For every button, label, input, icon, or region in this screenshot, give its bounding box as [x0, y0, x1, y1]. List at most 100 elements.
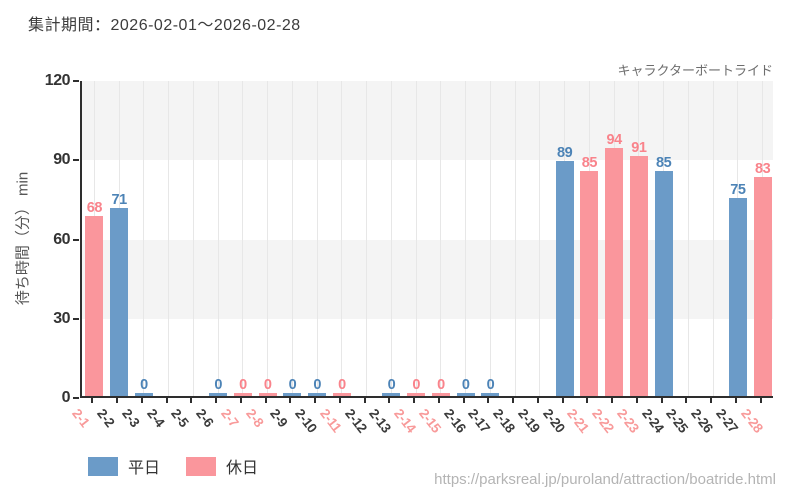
- x-tick-mark-2-21: [586, 398, 589, 403]
- y-tick-mark-90: [73, 159, 79, 162]
- x-tick-label-2-23: 2-23: [614, 406, 642, 436]
- x-tick-label-2-17: 2-17: [465, 406, 494, 436]
- bar-value-2-10: 0: [313, 377, 321, 393]
- bar-value-2-15: 0: [437, 377, 445, 393]
- bar-2-8: [258, 393, 277, 396]
- x-tick-mark-2-18: [512, 398, 515, 403]
- bar-2-7: [233, 393, 252, 396]
- gridline-2-9: [291, 81, 293, 396]
- attraction-name-label: キャラクターボートライド: [617, 63, 773, 78]
- x-tick-mark-2-2: [116, 398, 119, 403]
- aggregation-period-title: 集計期間：2026-02-01～2026-02-28: [28, 17, 301, 34]
- gridline-2-11: [341, 81, 343, 396]
- bar-2-20: [555, 160, 574, 396]
- x-tick-label-2-2: 2-2: [94, 406, 118, 430]
- bar-2-10: [308, 393, 327, 396]
- x-tick-mark-2-6: [215, 398, 218, 403]
- x-tick-mark-2-23: [635, 398, 638, 403]
- bar-2-11: [332, 393, 351, 396]
- x-tick-mark-2-5: [190, 398, 193, 403]
- bar-2-28: [753, 176, 772, 396]
- x-tick-label-2-16: 2-16: [440, 406, 469, 436]
- bar-2-21: [580, 171, 599, 396]
- x-tick-label-2-9: 2-9: [267, 406, 291, 430]
- gridline-2-4: [168, 81, 170, 396]
- weekday-color-swatch: [88, 456, 118, 476]
- bar-2-2: [110, 208, 129, 396]
- x-tick-mark-2-26: [710, 398, 713, 403]
- bar-2-9: [283, 393, 302, 396]
- y-tick-label-0: 0: [61, 389, 71, 406]
- x-tick-label-2-26: 2-26: [688, 406, 717, 436]
- gridline-2-19: [539, 81, 541, 396]
- gridline-2-8: [267, 81, 269, 396]
- x-tick-label-2-1: 2-1: [69, 406, 93, 430]
- bar-2-27: [728, 197, 747, 396]
- x-tick-label-2-25: 2-25: [663, 406, 692, 436]
- bar-value-2-23: 91: [631, 139, 647, 156]
- x-tick-label-2-10: 2-10: [292, 406, 321, 436]
- x-tick-label-2-15: 2-15: [416, 406, 444, 436]
- gridline-2-25: [687, 81, 689, 396]
- x-tick-mark-2-1: [91, 398, 94, 403]
- x-tick-label-2-14: 2-14: [391, 406, 420, 436]
- gridline-2-7: [242, 81, 244, 396]
- legend-label-holiday: 休日: [226, 460, 259, 477]
- legend-item-holiday: 休日: [186, 454, 258, 478]
- x-tick-mark-2-14: [413, 398, 416, 403]
- x-tick-label-2-8: 2-8: [242, 406, 267, 430]
- source-url: https://parksreal.jp/puroland/attraction…: [434, 471, 776, 488]
- x-tick-mark-2-22: [611, 398, 614, 403]
- x-tick-mark-2-24: [660, 398, 663, 403]
- x-tick-label-2-19: 2-19: [515, 406, 543, 436]
- bar-value-2-13: 0: [387, 377, 396, 393]
- bar-2-24: [654, 171, 673, 396]
- bar-value-2-17: 0: [486, 377, 495, 393]
- bar-2-3: [134, 393, 153, 396]
- x-tick-mark-2-15: [437, 398, 440, 403]
- x-tick-label-2-20: 2-20: [539, 406, 568, 436]
- x-tick-label-2-13: 2-13: [366, 406, 395, 436]
- x-tick-mark-2-27: [734, 398, 737, 403]
- x-tick-label-2-7: 2-7: [218, 406, 242, 430]
- legend-item-weekday: 平日: [88, 454, 160, 478]
- bar-value-2-2: 71: [111, 192, 128, 209]
- bar-value-2-8: 0: [263, 377, 272, 393]
- bar-2-16: [456, 393, 475, 396]
- x-tick-label-2-24: 2-24: [638, 406, 667, 436]
- plot-band-90-120: [82, 81, 773, 161]
- x-tick-mark-2-28: [759, 398, 762, 403]
- x-tick-label-2-5: 2-5: [168, 406, 192, 430]
- gridline-2-3: [143, 81, 145, 396]
- bar-value-2-16: 0: [461, 377, 470, 393]
- gridline-2-10: [316, 81, 318, 396]
- y-tick-label-90: 90: [53, 151, 70, 169]
- bar-value-2-28: 83: [755, 160, 771, 177]
- bar-value-2-9: 0: [288, 377, 297, 393]
- bar-value-2-21: 85: [581, 155, 598, 172]
- legend: 平日 休日: [88, 454, 258, 478]
- legend-label-weekday: 平日: [128, 460, 161, 477]
- bar-value-2-11: 0: [338, 377, 346, 393]
- bar-value-2-7: 0: [239, 377, 247, 393]
- holiday-color-swatch: [186, 456, 217, 476]
- x-tick-label-2-18: 2-18: [490, 406, 519, 436]
- bar-value-2-24: 85: [656, 155, 672, 172]
- y-tick-label-60: 60: [53, 230, 70, 248]
- y-tick-label-120: 120: [44, 72, 71, 89]
- x-tick-label-2-28: 2-28: [737, 406, 766, 436]
- bar-value-2-14: 0: [412, 377, 420, 393]
- x-tick-label-2-4: 2-4: [143, 406, 168, 430]
- y-tick-mark-30: [73, 317, 79, 320]
- x-tick-label-2-11: 2-11: [317, 406, 345, 435]
- gridline-2-5: [192, 81, 194, 396]
- y-tick-mark-60: [73, 238, 79, 241]
- y-tick-label-30: 30: [53, 309, 70, 327]
- bar-value-2-22: 94: [606, 131, 623, 148]
- gridline-2-16: [465, 81, 467, 396]
- y-tick-mark-0: [73, 397, 79, 399]
- bar-2-13: [382, 393, 401, 396]
- x-tick-mark-2-25: [685, 398, 688, 403]
- x-tick-mark-2-20: [561, 398, 564, 403]
